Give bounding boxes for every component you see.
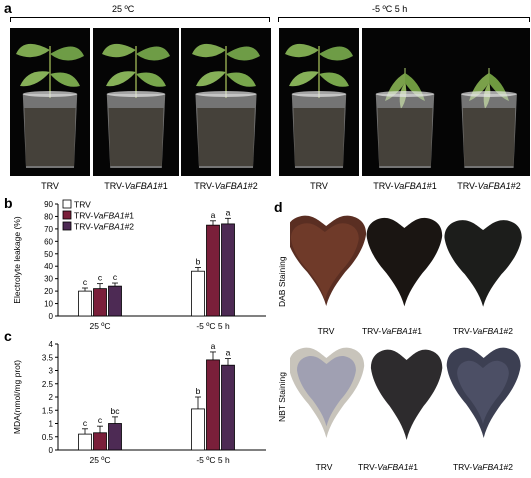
y-tick-label: 0.5: [42, 433, 54, 442]
photo-caption-5: TRV-VaFBA1#1: [373, 181, 437, 191]
category-label: -5 ºC 5 h: [196, 455, 230, 465]
y-tick-label: 40: [44, 262, 53, 271]
significance-letter: c: [113, 272, 118, 282]
significance-letter: c: [98, 415, 103, 425]
significance-letter: c: [83, 277, 88, 287]
legend-swatch-2: [62, 210, 72, 220]
significance-letter: a: [226, 207, 231, 217]
y-tick-label: 90: [44, 200, 53, 209]
y-tick-label: 0: [49, 446, 54, 455]
legend-swatch-1: [62, 199, 72, 209]
bar-3-2: [221, 223, 235, 317]
y-tick-label: 80: [44, 212, 53, 221]
bar-2-1: [93, 288, 107, 317]
condition-right-bracket: [278, 17, 530, 22]
photo-caption-1: TRV: [41, 181, 59, 191]
photo-caption-6: TRV-VaFBA1#2: [457, 181, 521, 191]
y-tick-label: 3: [49, 367, 54, 376]
significance-letter: a: [211, 341, 216, 351]
y-tick-label: 2.5: [42, 380, 54, 389]
plant-photo-1: [10, 28, 90, 176]
nbt-leaf-trv: [290, 347, 365, 438]
plant-photo-2: [93, 28, 179, 176]
category-label: 25 ºC: [89, 455, 110, 465]
y-tick-label: 70: [44, 225, 53, 234]
bar-2-2: [206, 359, 220, 451]
y-tick-label: 1.5: [42, 406, 54, 415]
legend-label-2: TRV-VaFBA1#1: [74, 211, 134, 221]
plant-photo-4: [279, 28, 359, 176]
dab-leaf-trv: [290, 215, 367, 306]
category-label: 25 ºC: [89, 321, 110, 331]
bar-3-1: [108, 423, 122, 451]
photo-caption-4: TRV: [310, 181, 328, 191]
y-tick-label: 1: [49, 420, 54, 429]
y-tick-label: 3.5: [42, 353, 54, 362]
legend-label-3: TRV-VaFBA1#2: [74, 222, 134, 232]
dab-leaf-line1: [366, 217, 443, 307]
panel-d-letter: d: [274, 199, 283, 215]
bar-3-2: [221, 364, 235, 451]
condition-left-bracket: [10, 17, 270, 22]
nbt-leaf-line2: [446, 347, 521, 438]
nbt-staining-label: NBT Staining: [277, 372, 287, 422]
electrolyte-leakage-chart: 0 10 20 30 40 50 60 70 80 90 Electrolyte leakage (…: [12, 199, 266, 331]
legend-label-1: TRV: [74, 200, 91, 210]
nbt-caption-line2: TRV-VaFBA1#2: [452, 462, 514, 472]
dab-caption-trv: TRV: [317, 326, 335, 336]
bar-2-2: [206, 224, 220, 317]
condition-left-label: 25 ºC: [112, 4, 135, 14]
bar-1-2: [191, 408, 205, 451]
significance-letter: bc: [111, 406, 121, 416]
y-tick-label: 10: [44, 300, 53, 309]
dab-leaf-line2: [444, 220, 522, 307]
plant-photo-6: [448, 28, 530, 176]
significance-letter: a: [211, 210, 216, 220]
nbt-caption-line1: TRV-VaFBA1#1: [357, 462, 419, 472]
y-tick-label: 0: [49, 312, 54, 321]
photo-caption-3: TRV-VaFBA1#2: [194, 181, 258, 191]
condition-right-label: -5 ºC 5 h: [372, 4, 408, 14]
panel-a-letter: a: [4, 0, 12, 16]
dab-staining-label: DAB Staining: [277, 256, 287, 307]
y-tick-label: 2: [49, 393, 54, 402]
significance-letter: b: [196, 386, 201, 396]
y-axis-label: MDA(nmol/mg prot): [12, 360, 22, 434]
significance-letter: b: [196, 256, 201, 266]
plant-photo-3: [181, 28, 271, 176]
bar-3-1: [108, 285, 122, 317]
y-tick-label: 50: [44, 250, 53, 259]
panel-b-letter: b: [4, 195, 13, 211]
bar-2-1: [93, 432, 107, 451]
panel-c-letter: c: [4, 328, 12, 344]
bar-1-1: [78, 290, 92, 317]
significance-letter: c: [83, 418, 88, 428]
nbt-leaf-line1: [370, 349, 443, 440]
y-tick-label: 20: [44, 287, 53, 296]
dab-caption-line1: TRV-VaFBA1#1: [361, 326, 423, 336]
dab-caption-line2: TRV-VaFBA1#2: [452, 326, 514, 336]
bar-1-2: [191, 270, 205, 317]
y-tick-label: 30: [44, 275, 53, 284]
y-axis-label: Electrolyte leakage (%): [12, 216, 22, 304]
legend-swatch-3: [62, 221, 72, 231]
bar-1-1: [78, 433, 92, 451]
y-tick-label: 60: [44, 237, 53, 246]
category-label: -5 ºC 5 h: [196, 321, 230, 331]
photo-caption-2: TRV-VaFBA1#1: [104, 181, 168, 191]
plant-photo-5: [362, 28, 448, 176]
nbt-caption-trv: TRV: [315, 462, 333, 472]
y-tick-label: 4: [49, 340, 54, 349]
significance-letter: a: [226, 348, 231, 358]
significance-letter: c: [98, 273, 103, 283]
